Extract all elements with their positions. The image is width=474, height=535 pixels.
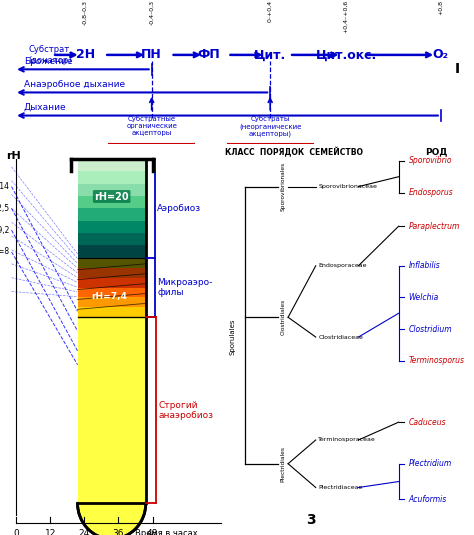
Text: Inflabilis: Inflabilis	[409, 261, 440, 270]
Text: Clostridiaceae: Clostridiaceae	[318, 334, 363, 340]
Text: Строгий
анаэробиоз: Строгий анаэробиоз	[158, 401, 213, 420]
Text: -0,4–0,3: -0,4–0,3	[149, 0, 154, 25]
Text: rH=12,5: rH=12,5	[0, 204, 9, 213]
Text: Анаэробное дыхание: Анаэробное дыхание	[24, 80, 125, 89]
Text: +0,8: +0,8	[438, 0, 443, 15]
Text: ФП: ФП	[197, 48, 220, 62]
Text: rH=8: rH=8	[0, 247, 9, 256]
Text: rH=14: rH=14	[0, 182, 9, 191]
Text: -0,8–0,3: -0,8–0,3	[83, 0, 88, 25]
Polygon shape	[78, 208, 146, 221]
Polygon shape	[78, 159, 146, 171]
Text: Дыхание: Дыхание	[24, 103, 66, 112]
Text: Plectridium: Plectridium	[409, 459, 452, 468]
Text: Welchia: Welchia	[409, 293, 439, 302]
Text: КЛАСС  ПОРЯДОК  СЕМЕЙСТВО: КЛАСС ПОРЯДОК СЕМЕЙСТВО	[225, 147, 363, 157]
Text: Caduceus: Caduceus	[409, 418, 447, 427]
Text: Terminosporaceae: Terminosporaceae	[318, 438, 376, 442]
Text: 0: 0	[13, 529, 19, 535]
Text: Acuformis: Acuformis	[409, 495, 447, 504]
Text: Paraplectrum: Paraplectrum	[409, 221, 460, 231]
Polygon shape	[78, 221, 146, 233]
Text: ПН: ПН	[141, 48, 162, 62]
Text: О₂: О₂	[433, 48, 449, 62]
Text: 2Н: 2Н	[76, 48, 95, 62]
Text: rH=7,4: rH=7,4	[91, 293, 127, 301]
Text: 36: 36	[113, 529, 124, 535]
Text: Субстрат
(донатор): Субстрат (донатор)	[28, 45, 72, 65]
Text: Plectridiaceae: Plectridiaceae	[318, 485, 363, 490]
Polygon shape	[78, 171, 146, 184]
Text: 0–+0,4: 0–+0,4	[268, 0, 273, 22]
Text: Terminosporus: Terminosporus	[409, 356, 465, 365]
Text: Sporulales: Sporulales	[230, 319, 236, 355]
Text: Sporovibrionales: Sporovibrionales	[281, 162, 285, 211]
Text: Аэробиоз: Аэробиоз	[157, 204, 201, 213]
Text: Брожение: Брожение	[24, 57, 73, 66]
Text: Clostridiales: Clostridiales	[281, 299, 285, 335]
Text: Endosporus: Endosporus	[409, 188, 454, 197]
Polygon shape	[78, 297, 146, 307]
Text: Endosporaceae: Endosporaceae	[318, 263, 367, 268]
Text: Plectridiales: Plectridiales	[281, 446, 285, 482]
Polygon shape	[78, 246, 146, 258]
Polygon shape	[78, 268, 146, 278]
Text: РОД: РОД	[425, 147, 447, 156]
Polygon shape	[78, 503, 146, 535]
Text: Sporovibrio: Sporovibrio	[409, 156, 452, 165]
Text: Clostridium: Clostridium	[409, 325, 452, 334]
Text: rH: rH	[6, 151, 21, 161]
Polygon shape	[78, 307, 146, 317]
Text: 48: 48	[147, 529, 158, 535]
Text: Субстратные
органические
акцепторы: Субстратные органические акцепторы	[126, 116, 177, 136]
Text: Цит.: Цит.	[254, 48, 286, 62]
Polygon shape	[78, 258, 146, 268]
Text: Субстраты
(неорганические
акцепторы): Субстраты (неорганические акцепторы)	[239, 116, 301, 137]
Text: 24: 24	[79, 529, 90, 535]
Text: Время в часах: Время в часах	[136, 529, 198, 535]
Text: +0,4–+0,6: +0,4–+0,6	[344, 0, 348, 33]
Polygon shape	[78, 317, 146, 503]
Polygon shape	[78, 184, 146, 196]
Text: I: I	[455, 63, 460, 77]
Polygon shape	[78, 196, 146, 208]
Text: Микроаэро-
филы: Микроаэро- филы	[157, 278, 212, 297]
Text: Цит.окс.: Цит.окс.	[315, 48, 377, 62]
Text: rH=9,2: rH=9,2	[0, 226, 9, 235]
Polygon shape	[78, 233, 146, 246]
Text: Sporovibrionaceae: Sporovibrionaceae	[318, 184, 377, 189]
Polygon shape	[78, 278, 146, 287]
Text: 12: 12	[45, 529, 56, 535]
Polygon shape	[78, 287, 146, 297]
Text: rH=20: rH=20	[94, 192, 129, 202]
Text: 3: 3	[306, 513, 316, 527]
